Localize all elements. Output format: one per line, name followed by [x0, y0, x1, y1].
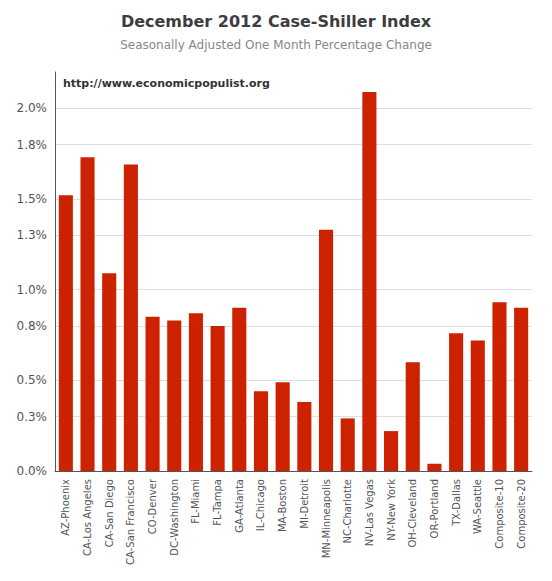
- svg-text:CA-San Francisco: CA-San Francisco: [125, 479, 136, 565]
- svg-text:Composite-20: Composite-20: [516, 479, 527, 549]
- svg-text:1.3%: 1.3%: [17, 228, 48, 242]
- svg-text:FL-Miami: FL-Miami: [190, 479, 201, 524]
- svg-text:Seasonally Adjusted One Month: Seasonally Adjusted One Month Percentage…: [120, 38, 432, 52]
- svg-text:CO-Denver: CO-Denver: [147, 478, 158, 534]
- svg-text:Composite-10: Composite-10: [494, 479, 505, 549]
- svg-text:AZ-Phoenix: AZ-Phoenix: [60, 479, 71, 536]
- svg-text:December 2012 Case-Shiller Ind: December 2012 Case-Shiller Index: [121, 12, 432, 31]
- svg-text:MA-Boston: MA-Boston: [277, 479, 288, 532]
- svg-text:0.5%: 0.5%: [17, 373, 48, 387]
- svg-text:http://www.economicpopulist.or: http://www.economicpopulist.org: [63, 77, 270, 90]
- svg-text:FL-Tampa: FL-Tampa: [212, 479, 223, 526]
- svg-text:0.8%: 0.8%: [17, 319, 48, 333]
- svg-text:OH-Cleveland: OH-Cleveland: [407, 479, 418, 548]
- svg-text:0.0%: 0.0%: [17, 464, 48, 478]
- svg-text:DC-Washington: DC-Washington: [169, 479, 180, 556]
- svg-text:1.8%: 1.8%: [17, 138, 48, 152]
- svg-text:OR-Portland: OR-Portland: [429, 479, 440, 538]
- svg-text:CA-San Diego: CA-San Diego: [104, 479, 115, 547]
- svg-text:IL-Chicago: IL-Chicago: [255, 479, 266, 531]
- svg-text:NY-New York: NY-New York: [386, 479, 397, 541]
- svg-text:2.0%: 2.0%: [17, 101, 48, 115]
- svg-text:0.3%: 0.3%: [17, 410, 48, 424]
- svg-text:MN-Minneapolis: MN-Minneapolis: [321, 479, 332, 558]
- svg-text:TX-Dallas: TX-Dallas: [451, 479, 462, 527]
- svg-text:GA-Atlanta: GA-Atlanta: [234, 479, 245, 533]
- svg-text:MI-Detroit: MI-Detroit: [299, 479, 310, 529]
- svg-text:WA-Seattle: WA-Seattle: [472, 479, 483, 534]
- svg-text:CA-Los Angeles: CA-Los Angeles: [82, 479, 93, 556]
- svg-text:NV-Las Vegas: NV-Las Vegas: [364, 479, 375, 546]
- svg-text:1.0%: 1.0%: [17, 283, 48, 297]
- svg-text:1.5%: 1.5%: [17, 192, 48, 206]
- svg-text:NC-Charlotte: NC-Charlotte: [342, 479, 353, 544]
